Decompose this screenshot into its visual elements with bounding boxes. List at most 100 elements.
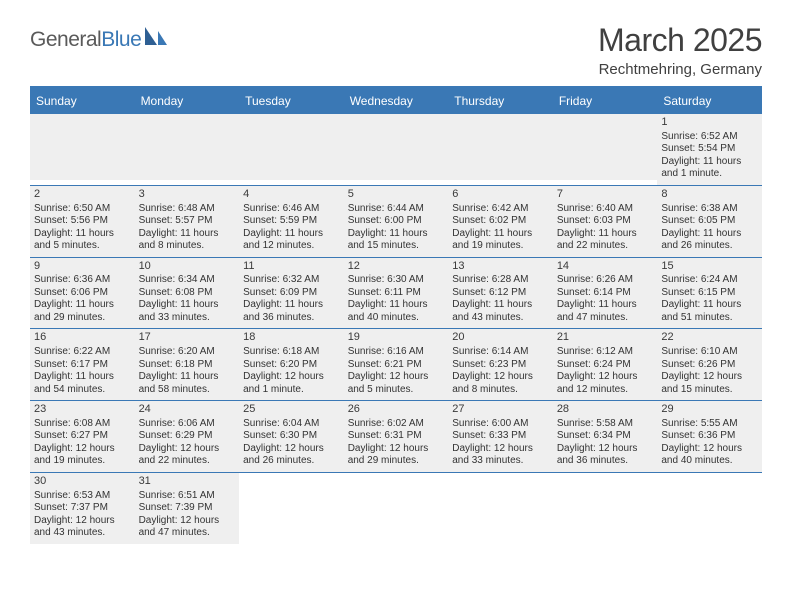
- daylight-text: Daylight: 11 hours: [348, 228, 445, 241]
- calendar-cell: 9Sunrise: 6:36 AMSunset: 6:06 PMDaylight…: [30, 257, 135, 329]
- daylight-text: and 5 minutes.: [348, 384, 445, 397]
- calendar-cell: [448, 472, 553, 543]
- daylight-text: and 15 minutes.: [348, 240, 445, 253]
- day-number: 25: [243, 403, 340, 417]
- day-number: 30: [34, 475, 131, 489]
- day-number: 10: [139, 260, 236, 274]
- day-cell: 28Sunrise: 5:58 AMSunset: 6:34 PMDayligh…: [553, 401, 658, 472]
- location: Rechtmehring, Germany: [598, 61, 762, 78]
- sunrise-text: Sunrise: 6:53 AM: [34, 490, 131, 503]
- daylight-text: Daylight: 11 hours: [139, 228, 236, 241]
- calendar-cell: [553, 472, 658, 543]
- sunrise-text: Sunrise: 6:18 AM: [243, 346, 340, 359]
- day-cell: 29Sunrise: 5:55 AMSunset: 6:36 PMDayligh…: [657, 401, 762, 472]
- daylight-text: and 8 minutes.: [452, 384, 549, 397]
- sunset-text: Sunset: 6:26 PM: [661, 359, 758, 372]
- day-number: 31: [139, 475, 236, 489]
- empty-cell: [448, 114, 553, 180]
- day-header: Friday: [553, 88, 658, 114]
- day-cell: 5Sunrise: 6:44 AMSunset: 6:00 PMDaylight…: [344, 186, 449, 257]
- sunrise-text: Sunrise: 6:42 AM: [452, 203, 549, 216]
- daylight-text: and 12 minutes.: [243, 240, 340, 253]
- daylight-text: Daylight: 12 hours: [348, 443, 445, 456]
- day-number: 1: [661, 116, 758, 130]
- day-cell: 18Sunrise: 6:18 AMSunset: 6:20 PMDayligh…: [239, 329, 344, 400]
- calendar-cell: [657, 472, 762, 543]
- calendar-cell: 22Sunrise: 6:10 AMSunset: 6:26 PMDayligh…: [657, 329, 762, 401]
- sunrise-text: Sunrise: 6:16 AM: [348, 346, 445, 359]
- sunset-text: Sunset: 6:15 PM: [661, 287, 758, 300]
- calendar-cell: 4Sunrise: 6:46 AMSunset: 5:59 PMDaylight…: [239, 185, 344, 257]
- day-number: 6: [452, 188, 549, 202]
- day-number: 18: [243, 331, 340, 345]
- daylight-text: and 47 minutes.: [139, 527, 236, 540]
- calendar-row: 1Sunrise: 6:52 AMSunset: 5:54 PMDaylight…: [30, 114, 762, 185]
- daylight-text: Daylight: 12 hours: [452, 371, 549, 384]
- day-header: Thursday: [448, 88, 553, 114]
- calendar-cell: 14Sunrise: 6:26 AMSunset: 6:14 PMDayligh…: [553, 257, 658, 329]
- day-cell: 30Sunrise: 6:53 AMSunset: 7:37 PMDayligh…: [30, 473, 135, 544]
- calendar-cell: 27Sunrise: 6:00 AMSunset: 6:33 PMDayligh…: [448, 401, 553, 473]
- daylight-text: Daylight: 11 hours: [452, 228, 549, 241]
- calendar-cell: 13Sunrise: 6:28 AMSunset: 6:12 PMDayligh…: [448, 257, 553, 329]
- daylight-text: and 43 minutes.: [34, 527, 131, 540]
- day-number: 26: [348, 403, 445, 417]
- daylight-text: and 51 minutes.: [661, 312, 758, 325]
- empty-cell: [30, 114, 135, 180]
- sunset-text: Sunset: 5:59 PM: [243, 215, 340, 228]
- logo-sail-icon: [143, 25, 169, 52]
- calendar-cell: 16Sunrise: 6:22 AMSunset: 6:17 PMDayligh…: [30, 329, 135, 401]
- sunrise-text: Sunrise: 6:10 AM: [661, 346, 758, 359]
- day-cell: 20Sunrise: 6:14 AMSunset: 6:23 PMDayligh…: [448, 329, 553, 400]
- day-number: 11: [243, 260, 340, 274]
- daylight-text: Daylight: 12 hours: [452, 443, 549, 456]
- day-cell: 13Sunrise: 6:28 AMSunset: 6:12 PMDayligh…: [448, 258, 553, 329]
- empty-cell: [657, 473, 762, 539]
- sunset-text: Sunset: 6:02 PM: [452, 215, 549, 228]
- calendar-cell: 25Sunrise: 6:04 AMSunset: 6:30 PMDayligh…: [239, 401, 344, 473]
- calendar-cell: 21Sunrise: 6:12 AMSunset: 6:24 PMDayligh…: [553, 329, 658, 401]
- sunrise-text: Sunrise: 6:12 AM: [557, 346, 654, 359]
- calendar-cell: 12Sunrise: 6:30 AMSunset: 6:11 PMDayligh…: [344, 257, 449, 329]
- day-cell: 24Sunrise: 6:06 AMSunset: 6:29 PMDayligh…: [135, 401, 240, 472]
- day-cell: 19Sunrise: 6:16 AMSunset: 6:21 PMDayligh…: [344, 329, 449, 400]
- daylight-text: and 36 minutes.: [243, 312, 340, 325]
- day-number: 14: [557, 260, 654, 274]
- daylight-text: and 1 minute.: [661, 168, 758, 181]
- daylight-text: and 12 minutes.: [557, 384, 654, 397]
- daylight-text: and 19 minutes.: [452, 240, 549, 253]
- day-cell: 3Sunrise: 6:48 AMSunset: 5:57 PMDaylight…: [135, 186, 240, 257]
- day-cell: 10Sunrise: 6:34 AMSunset: 6:08 PMDayligh…: [135, 258, 240, 329]
- daylight-text: Daylight: 12 hours: [557, 371, 654, 384]
- sunset-text: Sunset: 6:00 PM: [348, 215, 445, 228]
- day-header: Tuesday: [239, 88, 344, 114]
- calendar-cell: 8Sunrise: 6:38 AMSunset: 6:05 PMDaylight…: [657, 185, 762, 257]
- daylight-text: and 5 minutes.: [34, 240, 131, 253]
- calendar-cell: 31Sunrise: 6:51 AMSunset: 7:39 PMDayligh…: [135, 472, 240, 543]
- calendar-cell: 29Sunrise: 5:55 AMSunset: 6:36 PMDayligh…: [657, 401, 762, 473]
- day-cell: 31Sunrise: 6:51 AMSunset: 7:39 PMDayligh…: [135, 473, 240, 544]
- daylight-text: and 40 minutes.: [661, 455, 758, 468]
- day-number: 21: [557, 331, 654, 345]
- day-number: 23: [34, 403, 131, 417]
- day-number: 4: [243, 188, 340, 202]
- sunrise-text: Sunrise: 6:50 AM: [34, 203, 131, 216]
- daylight-text: Daylight: 11 hours: [34, 371, 131, 384]
- sunrise-text: Sunrise: 6:14 AM: [452, 346, 549, 359]
- sunset-text: Sunset: 6:30 PM: [243, 430, 340, 443]
- daylight-text: Daylight: 12 hours: [139, 515, 236, 528]
- calendar-cell: [239, 114, 344, 185]
- calendar-cell: [344, 472, 449, 543]
- daylight-text: Daylight: 12 hours: [34, 443, 131, 456]
- daylight-text: Daylight: 11 hours: [348, 299, 445, 312]
- daylight-text: Daylight: 11 hours: [243, 228, 340, 241]
- sunset-text: Sunset: 6:17 PM: [34, 359, 131, 372]
- daylight-text: Daylight: 12 hours: [661, 443, 758, 456]
- day-number: 8: [661, 188, 758, 202]
- calendar-cell: 11Sunrise: 6:32 AMSunset: 6:09 PMDayligh…: [239, 257, 344, 329]
- daylight-text: and 33 minutes.: [452, 455, 549, 468]
- daylight-text: Daylight: 11 hours: [243, 299, 340, 312]
- day-number: 28: [557, 403, 654, 417]
- calendar-cell: 5Sunrise: 6:44 AMSunset: 6:00 PMDaylight…: [344, 185, 449, 257]
- sunrise-text: Sunrise: 6:04 AM: [243, 418, 340, 431]
